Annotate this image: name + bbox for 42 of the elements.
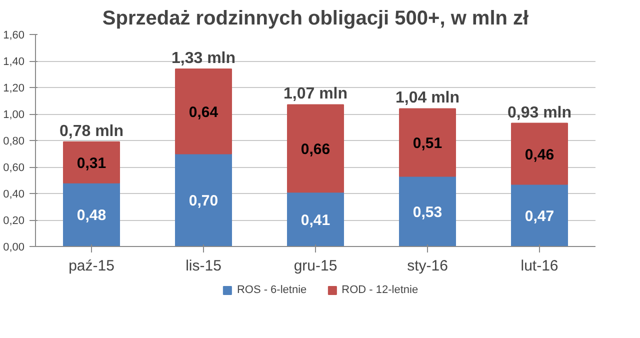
total-label: 0,78 mln xyxy=(59,122,124,140)
data-label: 0,66 xyxy=(300,140,330,158)
bar xyxy=(63,182,120,246)
chart-title: Sprzedaż rodzinnych obligacji 500+, w mln zł xyxy=(102,8,530,30)
data-label: 0,31 xyxy=(76,154,106,172)
bar xyxy=(175,153,232,246)
total-label: 1,04 mln xyxy=(395,90,460,107)
x-tick-label: lis-15 xyxy=(186,258,222,274)
legend-label: ROS - 6-letnie xyxy=(236,284,307,296)
x-tick-label: gru-15 xyxy=(294,258,338,274)
data-label: 0,53 xyxy=(412,204,442,221)
total-label: 1,33 mln xyxy=(171,50,236,67)
y-tick-label: 1,60 xyxy=(3,30,25,42)
bar xyxy=(63,141,120,184)
data-label: 0,48 xyxy=(76,207,106,224)
bar xyxy=(287,104,344,193)
bar xyxy=(399,176,456,246)
bar xyxy=(399,108,456,177)
x-tick-label: lut-16 xyxy=(520,258,558,274)
x-tick-label: sty-16 xyxy=(407,258,448,274)
y-tick-label: 1,40 xyxy=(3,56,25,68)
data-label: 0,64 xyxy=(188,104,219,121)
total-label: 0,93 mln xyxy=(507,104,572,122)
data-label: 0,41 xyxy=(300,212,330,229)
data-label: 0,46 xyxy=(524,146,554,164)
data-label: 0,70 xyxy=(188,192,218,210)
bar xyxy=(287,192,344,246)
data-label: 0,47 xyxy=(524,208,554,225)
y-tick-label: 0,60 xyxy=(3,162,25,174)
legend-label: ROD - 12-letnie xyxy=(342,284,418,296)
bar xyxy=(511,122,568,185)
y-tick-label: 1,00 xyxy=(3,109,25,121)
y-tick-label: 1,20 xyxy=(3,82,25,94)
y-tick-label: 0,80 xyxy=(3,136,25,148)
y-tick-label: 0,40 xyxy=(3,188,25,200)
y-tick-label: 0,20 xyxy=(3,215,25,227)
y-tick-label: 0,00 xyxy=(3,242,25,254)
bar xyxy=(175,68,232,154)
bar xyxy=(511,184,568,246)
x-tick-label: paź-15 xyxy=(68,258,114,274)
total-label: 1,07 mln xyxy=(283,86,348,103)
data-label: 0,51 xyxy=(412,134,442,152)
